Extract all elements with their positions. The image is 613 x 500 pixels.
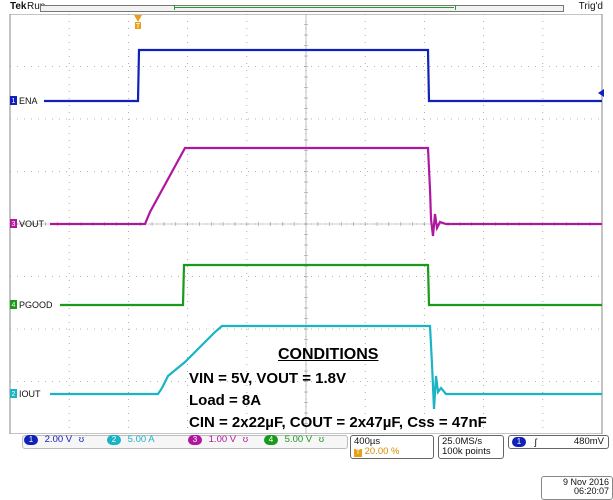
- ch1-marker-number: 1: [12, 98, 16, 105]
- trigger-level-marker[interactable]: [598, 89, 604, 97]
- trigger-position-marker[interactable]: T: [134, 15, 142, 30]
- ch1-badge: 1: [24, 435, 38, 445]
- ch4-scale: 5.00 V: [284, 434, 313, 445]
- ch2-label: IOUT: [19, 389, 41, 399]
- cursor-marker-label: T: [228, 14, 232, 15]
- ch2-marker-number: 2: [12, 391, 16, 398]
- date-time-readout: 9 Nov 2016 06:20:07: [541, 476, 613, 500]
- trigger-position-icon: T: [354, 449, 362, 457]
- ch4-ground-marker[interactable]: 4 PGOOD: [10, 300, 53, 310]
- conditions-line: CIN = 2x22µF, COUT = 2x47µF, Css = 47nF: [189, 414, 487, 431]
- time: 06:20:07: [573, 486, 609, 496]
- ch4-coupling-icon: ʊ: [318, 434, 325, 445]
- trigger-marker-label: T: [136, 23, 141, 30]
- acquisition-state: Run: [27, 1, 46, 12]
- conditions-line: VIN = 5V, VOUT = 1.8V: [189, 370, 347, 387]
- ch1-ground-marker[interactable]: 1 ENA: [10, 96, 38, 106]
- ch1-scale: 2.00 V: [44, 434, 73, 445]
- trigger-state: Trig'd: [578, 1, 603, 12]
- horizontal-position-value: 20.00 %: [364, 446, 400, 457]
- ch2-scale: 5.00 A: [127, 434, 155, 445]
- cursor-position-marker[interactable]: T: [227, 14, 234, 15]
- date: 9 Nov 2016: [562, 477, 609, 487]
- readout-panel: 1 2.00 V ʊ 2 5.00 A 3 1.00 V ʊ 4 5.00 V …: [0, 434, 613, 500]
- trigger-readout[interactable]: 1 ʃ 480mV: [508, 435, 609, 449]
- record-length: 100k points: [442, 446, 491, 457]
- ch2-badge: 2: [107, 435, 121, 445]
- ch3-badge: 3: [188, 435, 202, 445]
- ch4-marker-number: 4: [12, 302, 16, 309]
- ch1-coupling-icon: ʊ: [78, 434, 85, 445]
- ch3-scale: 1.00 V: [208, 434, 237, 445]
- trigger-slope-icon: ʃ: [534, 436, 537, 448]
- ch3-ground-marker[interactable]: 3 VOUT: [10, 219, 45, 229]
- vout-waveform: [50, 146, 602, 237]
- pgood-waveform: [60, 263, 602, 307]
- ch3-coupling-icon: ʊ: [242, 434, 249, 445]
- status-bar: Tek Run Trig'd: [0, 0, 613, 14]
- ch2-ground-marker[interactable]: 2 IOUT: [10, 389, 41, 399]
- ch3-marker-number: 3: [12, 221, 16, 228]
- conditions-line: Load = 8A: [189, 392, 262, 409]
- sample-rate: 25.0MS/s: [442, 436, 483, 447]
- ch3-readout[interactable]: 3 1.00 V ʊ: [188, 434, 248, 446]
- ch3-label: VOUT: [19, 219, 45, 229]
- ch4-label: PGOOD: [19, 300, 53, 310]
- ena-waveform: [44, 48, 602, 103]
- acquisition-readout[interactable]: 25.0MS/s 100k points: [438, 435, 504, 459]
- ch4-badge: 4: [264, 435, 278, 445]
- record-view-window-bounds: [174, 5, 456, 10]
- horizontal-scale: 400µs: [354, 436, 381, 447]
- conditions-heading: CONDITIONS: [278, 346, 379, 363]
- graticule: T T 1 ENA 3 VOUT 4 PGOOD 2 IOUT: [9, 14, 604, 434]
- brand-label: Tek: [10, 1, 27, 12]
- ch1-readout[interactable]: 1 2.00 V ʊ: [24, 434, 84, 446]
- ch1-label: ENA: [19, 96, 38, 106]
- timebase-readout[interactable]: 400µs T 20.00 %: [350, 435, 434, 459]
- record-overview-bar: [40, 5, 564, 12]
- trigger-level: 480mV: [573, 436, 604, 447]
- iout-waveform: [50, 324, 602, 410]
- horizontal-position: T 20.00 %: [354, 447, 430, 457]
- ch2-readout[interactable]: 2 5.00 A: [107, 434, 155, 446]
- ch4-readout[interactable]: 4 5.00 V ʊ: [264, 434, 324, 446]
- trigger-source-badge: 1: [512, 437, 526, 447]
- record-view-window: [174, 7, 454, 8]
